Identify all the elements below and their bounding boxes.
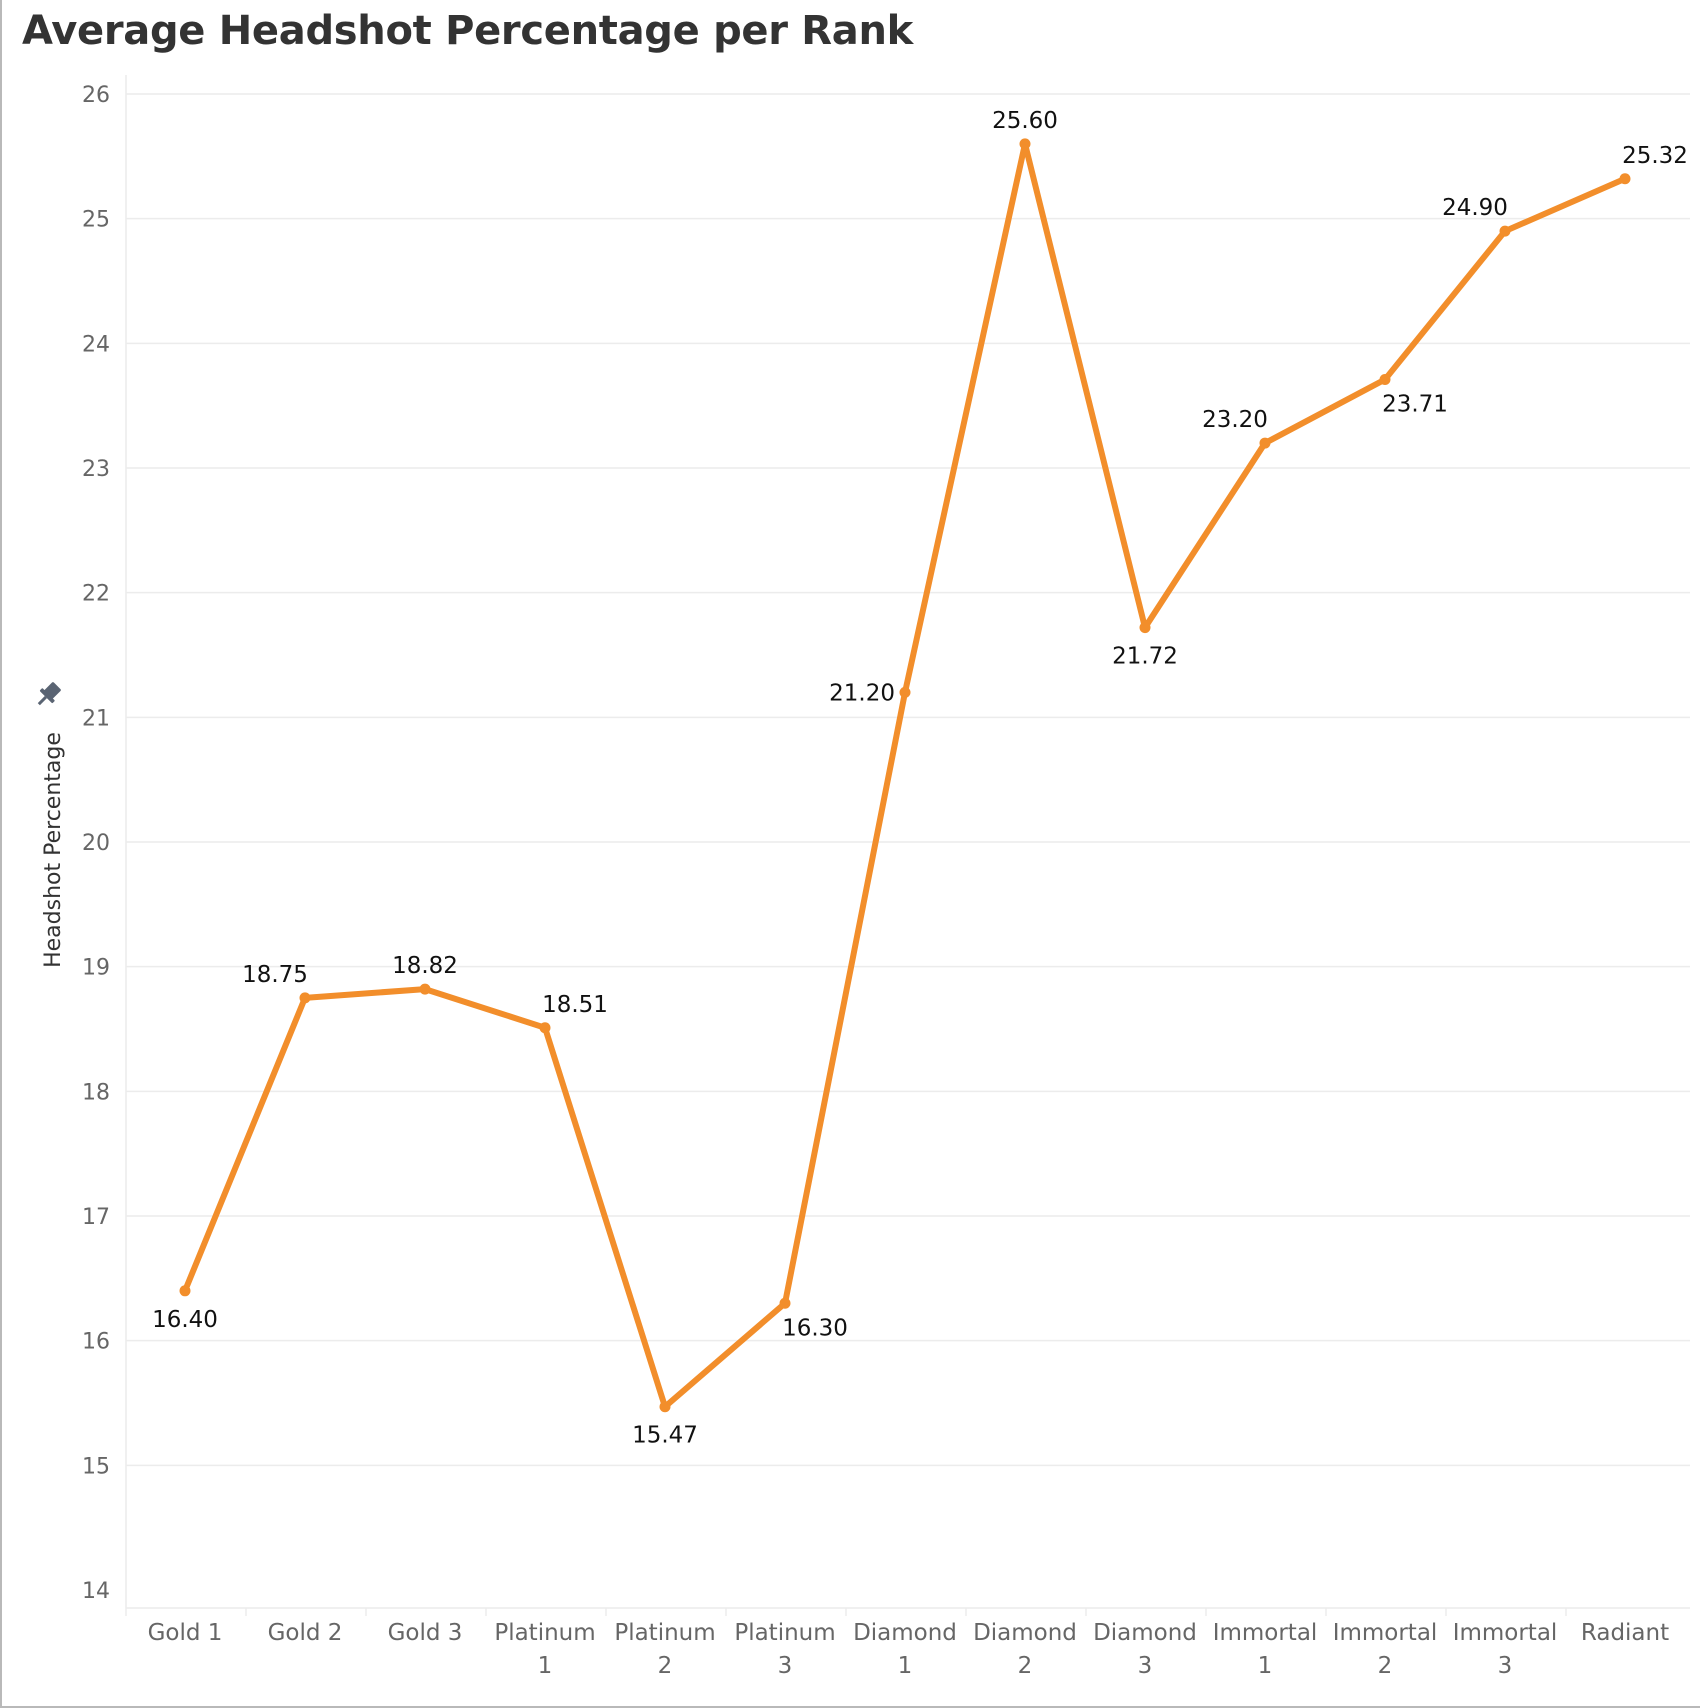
x-tick-label: Gold 2: [268, 1620, 343, 1646]
data-label: 16.40: [152, 1307, 218, 1333]
data-point[interactable]: [659, 1401, 671, 1413]
data-point[interactable]: [419, 983, 431, 995]
x-tick-label: Immortal 3: [1453, 1620, 1558, 1679]
x-tick-label: Platinum 3: [734, 1620, 835, 1679]
y-axis-ticks: 14 15 16 17 18 19 20 21 22 23 24 25 26: [82, 83, 110, 1604]
series-line: [182, 140, 1628, 1410]
data-point[interactable]: [539, 1022, 551, 1034]
data-point[interactable]: [1619, 173, 1631, 185]
data-point[interactable]: [299, 992, 311, 1004]
y-axis-title-group: Headshot Percentage: [32, 679, 66, 968]
y-tick-label: 15: [82, 1454, 110, 1479]
pin-icon[interactable]: [32, 679, 63, 710]
data-labels: 16.40 18.75 18.82 18.51 15.47 16.30 21.20 25.60…: [152, 108, 1688, 1449]
x-tick-label: Gold 3: [388, 1620, 463, 1646]
y-tick-label: 23: [82, 457, 110, 482]
x-tick-label: Diamond 1: [853, 1620, 957, 1679]
data-label: 18.82: [392, 953, 458, 979]
data-label: 18.75: [242, 962, 308, 988]
x-tick-label: Immortal 1: [1213, 1620, 1318, 1679]
data-label: 21.72: [1112, 644, 1178, 670]
series-headshot-percentage: [179, 138, 1631, 1413]
x-tick-label: Platinum 1: [494, 1620, 595, 1679]
data-label: 16.30: [782, 1315, 848, 1341]
y-tick-label: 16: [82, 1330, 110, 1355]
x-axis-ticks: Gold 1 Gold 2 Gold 3 Platinum 1 Platinum 2 Plat…: [148, 1620, 1670, 1679]
y-tick-label: 19: [82, 956, 110, 981]
data-point[interactable]: [1019, 138, 1031, 150]
data-label: 25.32: [1622, 143, 1688, 169]
grid-lines: [125, 75, 1690, 1616]
data-point[interactable]: [1379, 373, 1391, 385]
y-tick-label: 20: [82, 831, 110, 856]
data-point[interactable]: [1499, 225, 1511, 237]
data-label: 21.20: [829, 680, 895, 706]
data-point[interactable]: [1259, 437, 1271, 449]
y-tick-label: 22: [82, 582, 110, 607]
y-tick-label: 18: [82, 1080, 110, 1105]
data-point[interactable]: [179, 1285, 191, 1297]
x-tick-label: Diamond 3: [1093, 1620, 1197, 1679]
y-tick-label: 21: [82, 706, 110, 731]
x-tick-label: Diamond 2: [973, 1620, 1077, 1679]
y-tick-label: 25: [82, 208, 110, 233]
chart-title: Average Headshot Percentage per Rank: [22, 8, 913, 54]
data-label: 23.71: [1382, 391, 1448, 417]
y-tick-label: 17: [82, 1205, 110, 1230]
x-tick-label: Radiant: [1581, 1620, 1669, 1646]
data-label: 24.90: [1442, 195, 1508, 221]
data-label: 25.60: [992, 108, 1058, 134]
x-tick-label: Immortal 2: [1333, 1620, 1438, 1679]
y-tick-label: 24: [82, 332, 110, 357]
y-axis-title: Headshot Percentage: [41, 732, 66, 968]
data-label: 15.47: [632, 1423, 698, 1449]
data-point[interactable]: [779, 1297, 791, 1309]
x-tick-label: Platinum 2: [614, 1620, 715, 1679]
data-label: 23.20: [1202, 407, 1268, 433]
data-point[interactable]: [1139, 622, 1151, 634]
y-tick-label: 14: [82, 1579, 110, 1604]
x-tick-label: Gold 1: [148, 1620, 223, 1646]
y-tick-label: 26: [82, 83, 110, 108]
data-label: 18.51: [542, 992, 608, 1018]
data-point[interactable]: [899, 686, 911, 698]
